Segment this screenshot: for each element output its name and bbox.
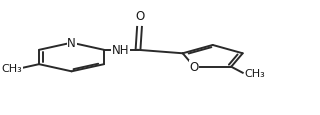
Text: NH: NH	[112, 44, 129, 57]
Text: CH₃: CH₃	[1, 63, 22, 73]
Text: O: O	[189, 61, 199, 74]
Text: N: N	[67, 37, 76, 50]
Text: CH₃: CH₃	[244, 68, 265, 78]
Text: O: O	[135, 10, 144, 23]
